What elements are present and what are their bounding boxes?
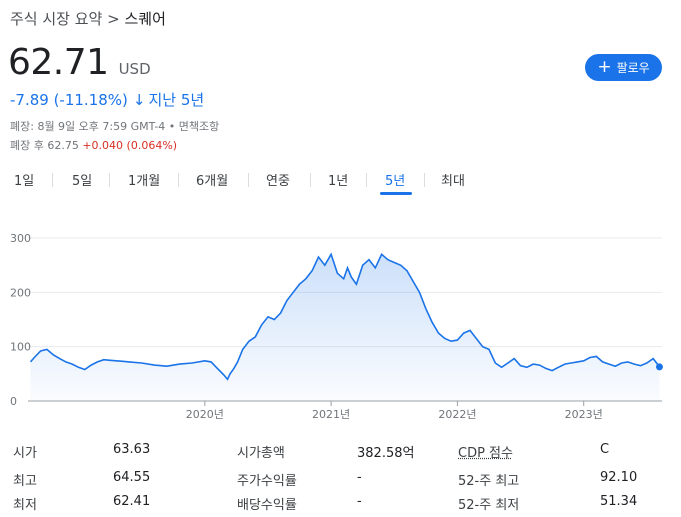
tab-divider: [248, 173, 249, 187]
tab-1d[interactable]: 1일: [14, 174, 35, 189]
breadcrumb: 주식 시장 요약 > 스퀘어: [10, 8, 166, 29]
plus-icon: +: [597, 57, 612, 77]
stat-value-dividend-yield: -: [357, 494, 362, 509]
price-change-value: -7.89 (-11.18%): [10, 90, 128, 109]
stat-label-market-cap: 시가총액: [237, 446, 285, 461]
price-change: -7.89 (-11.18%) ↓ 지난 5년: [10, 89, 204, 110]
tab-divider: [366, 173, 367, 187]
arrow-down-icon: ↓: [132, 90, 146, 109]
after-hours-price: 폐장 후 62.75: [10, 139, 79, 152]
y-tick-label: 100: [10, 341, 31, 354]
currency-label: USD: [118, 60, 151, 78]
close-info: 폐장: 8월 9일 오후 7:59 GMT-4 • 면책조항: [10, 120, 220, 133]
y-tick-label: 0: [10, 395, 17, 408]
tab-divider: [424, 173, 425, 187]
tab-6m[interactable]: 6개월: [196, 174, 229, 189]
breadcrumb-root[interactable]: 주식 시장 요약: [10, 10, 103, 28]
stats-row: 시가 63.63 시가총액 382.58억 CDP 점수 C: [0, 442, 681, 462]
tab-5d[interactable]: 5일: [72, 174, 93, 189]
stat-value-market-cap: 382.58억: [357, 446, 415, 461]
x-tick-label: 2020년: [186, 408, 224, 421]
tab-max[interactable]: 최대: [441, 174, 465, 189]
stat-label-dividend-yield: 배당수익률: [237, 498, 297, 513]
follow-button-label: 팔로우: [616, 61, 650, 75]
tab-divider: [310, 173, 311, 187]
tab-1y[interactable]: 1년: [328, 174, 349, 189]
stat-value-cdp-score: C: [600, 442, 610, 457]
range-tabs: 1일 5일 1개월 6개월 연중 1년 5년 최대: [0, 164, 681, 195]
stat-label-52w-low: 52-주 최저: [458, 498, 520, 513]
x-tick-label: 2023년: [565, 408, 603, 421]
last-price-dot: [655, 363, 663, 371]
after-hours-delta: +0.040 (0.064%): [82, 139, 178, 152]
stat-value-52w-high: 92.10: [600, 470, 638, 485]
breadcrumb-separator: >: [107, 10, 120, 28]
stat-label-high: 최고: [13, 474, 37, 489]
after-hours-info: 폐장 후 62.75 +0.040 (0.064%): [10, 137, 177, 153]
tab-ytd[interactable]: 연중: [266, 174, 290, 189]
stat-label-52w-high: 52-주 최고: [458, 474, 520, 489]
y-tick-label: 300: [10, 232, 31, 245]
stat-label-cdp-score[interactable]: CDP 점수: [458, 446, 513, 461]
x-tick-label: 2022년: [438, 408, 476, 421]
tab-5y[interactable]: 5년: [385, 174, 406, 189]
active-tab-indicator: [380, 192, 412, 195]
follow-button[interactable]: + 팔로우: [585, 54, 662, 81]
stat-label-open: 시가: [13, 446, 37, 461]
price-chart[interactable]: 0 100 200 300 2020년 2021년 2022년 2023년: [0, 222, 681, 427]
tab-divider: [52, 173, 53, 187]
stock-price: 62.71: [8, 42, 109, 83]
tab-divider: [109, 173, 110, 187]
stat-value-high: 64.55: [113, 470, 151, 485]
stat-value-open: 63.63: [113, 442, 151, 457]
stat-label-pe-ratio: 주가수익률: [237, 474, 297, 489]
stat-value-52w-low: 51.34: [600, 494, 638, 509]
stats-row: 최고 64.55 주가수익률 - 52-주 최고 92.10: [0, 470, 681, 490]
stat-value-pe-ratio: -: [357, 470, 362, 485]
stats-row: 최저 62.41 배당수익률 - 52-주 최저 51.34: [0, 494, 681, 514]
price-line: [29, 252, 661, 381]
y-tick-label: 200: [10, 286, 31, 299]
price-area: [30, 254, 660, 401]
x-tick-label: 2021년: [312, 408, 350, 421]
price-row: 62.71 USD: [8, 42, 151, 83]
breadcrumb-current: 스퀘어: [124, 10, 166, 28]
tab-1m[interactable]: 1개월: [128, 174, 161, 189]
price-change-period: 지난 5년: [148, 91, 205, 109]
stat-label-low: 최저: [13, 498, 37, 513]
tab-divider: [178, 173, 179, 187]
stat-value-low: 62.41: [113, 494, 151, 509]
